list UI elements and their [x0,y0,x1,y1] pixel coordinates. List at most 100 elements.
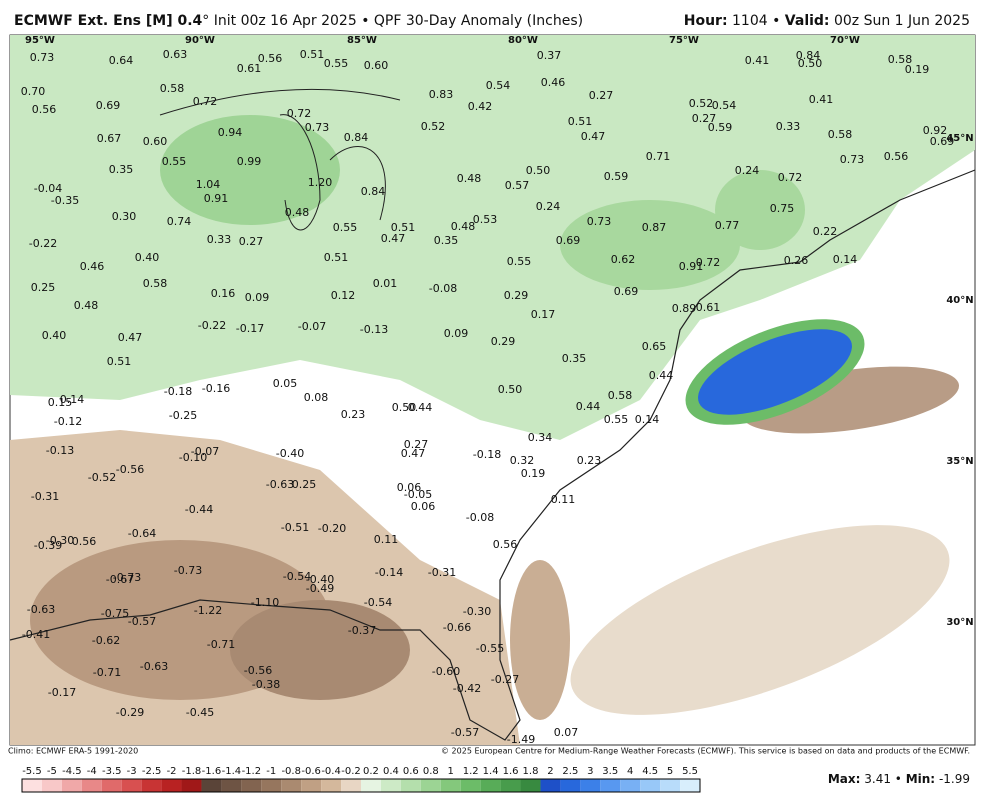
station-value: 0.60 [143,135,168,148]
station-value: -0.71 [93,666,121,679]
station-value: 0.56 [884,150,909,163]
colorbar-swatch [680,779,700,792]
station-value: 0.61 [696,301,721,314]
max: 3.41 • [864,772,902,786]
climo-note: Climo: ECMWF ERA-5 1991-2020 [8,747,138,756]
colorbar-tick-label: 4 [627,766,633,777]
longitude-label: 85°W [347,35,377,46]
station-value: 0.73 [587,215,612,228]
station-value: 0.69 [930,135,955,148]
station-value: -0.29 [116,706,144,719]
station-value: -0.63 [266,478,294,491]
colorbar-tick-label: 0.2 [363,766,379,777]
station-value: 0.52 [421,120,446,133]
valid-key: Valid: [785,13,830,29]
station-value: -0.30 [46,534,74,547]
station-value: 0.47 [401,447,426,460]
station-value: 0.35 [434,234,459,247]
station-value: 0.58 [143,277,168,290]
colorbar-swatch [41,779,62,792]
station-value: 0.48 [451,220,476,233]
station-value: -0.54 [364,596,392,609]
station-value: 0.46 [541,76,566,89]
lakes-outline [159,88,401,231]
station-value: 0.84 [361,185,386,198]
colorbar-tick-label: -5 [47,766,57,777]
station-value: -0.10 [179,451,207,464]
colorbar-tick-label: 1.8 [523,766,539,777]
station-value: -1.22 [194,604,222,617]
colorbar-swatch [261,779,282,792]
dry-core [510,560,570,720]
station-value: 0.29 [504,289,529,302]
title-bold: ECMWF Ext. Ens [M] 0.4 [14,13,203,29]
station-value: 0.07 [554,726,579,739]
station-value: 0.41 [745,54,770,67]
colorbar-tick-label: -0.4 [321,766,341,777]
colorbar-tick-label: -1.8 [182,766,202,777]
station-value: 0.19 [905,63,930,76]
station-value: -0.45 [186,706,214,719]
station-value: 0.61 [237,62,262,75]
station-value: 0.12 [331,289,356,302]
station-value: 0.73 [840,153,865,166]
colorbar-tick-label: -3 [127,766,137,777]
station-value: 0.35 [562,352,587,365]
station-value: -0.30 [463,605,491,618]
station-value: 0.19 [521,467,546,480]
station-value: -0.08 [466,511,494,524]
station-value: 0.48 [74,299,99,312]
station-value: -0.55 [476,642,504,655]
station-value: 0.29 [491,335,516,348]
station-value: 0.47 [381,232,406,245]
station-value: 0.08 [304,391,329,404]
station-value: 0.40 [135,251,160,264]
station-value: -0.25 [169,409,197,422]
station-value: -0.62 [92,634,120,647]
station-value: 0.55 [324,57,349,70]
station-value: 0.44 [576,400,601,413]
station-value: 0.55 [333,221,358,234]
station-value: -0.40 [276,447,304,460]
station-value: 0.32 [510,454,535,467]
colorbar-tick-label: -3.5 [102,766,122,777]
station-value: 0.22 [813,225,838,238]
station-value: -0.38 [252,678,280,691]
station-value: 0.50 [392,401,417,414]
station-value: -0.56 [116,463,144,476]
latitude-label: 35°N [946,456,973,467]
station-value: -0.57 [451,726,479,739]
colorbar-tick-label: 5.5 [682,766,698,777]
valid-time: Hour: 1104 • Valid: 00z Sun 1 Jun 2025 [684,13,970,29]
wet-core [160,115,340,225]
station-value: -0.13 [46,444,74,457]
colorbar-swatch [22,779,42,792]
station-value: -0.13 [360,323,388,336]
station-value: -0.41 [22,628,50,641]
station-value: 0.54 [712,99,737,112]
station-value: -0.22 [198,319,226,332]
station-value: 0.72 [696,256,721,269]
station-value: -0.51 [281,521,309,534]
colorbar-tick-label: -1 [266,766,276,777]
colorbar-swatch [281,779,302,792]
station-value: 0.92 [923,124,948,137]
colorbar-tick-label: -0.8 [281,766,301,777]
hour-key: Hour: [684,13,728,29]
station-value: 0.52 [689,97,714,110]
station-value: -0.66 [443,621,471,634]
colorbar-swatch [61,779,82,792]
station-value: 0.72 [193,95,218,108]
station-value: 0.11 [374,533,399,546]
station-value: 0.46 [80,260,105,273]
station-value: 0.23 [577,454,602,467]
station-value: 0.24 [536,200,561,213]
station-value: -0.07 [298,320,326,333]
colorbar-swatch [520,779,541,792]
station-value: 0.50 [798,57,823,70]
colorbar-swatch [141,779,162,792]
station-value: 0.69 [556,234,581,247]
station-value: 0.69 [614,285,639,298]
colorbar-swatch [500,779,521,792]
